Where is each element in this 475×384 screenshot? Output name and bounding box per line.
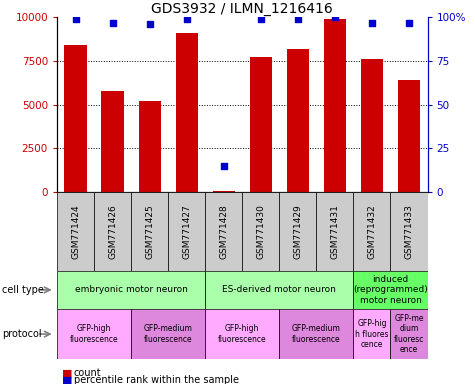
Point xyxy=(183,16,190,22)
Text: ■: ■ xyxy=(62,368,72,378)
Text: GFP-medium
fluorescence: GFP-medium fluorescence xyxy=(292,324,341,344)
Text: cell type: cell type xyxy=(2,285,44,295)
Point xyxy=(146,21,153,27)
Bar xyxy=(250,58,272,192)
Point xyxy=(405,20,413,26)
Text: count: count xyxy=(74,368,101,378)
Bar xyxy=(131,309,205,359)
Bar xyxy=(390,309,428,359)
Point xyxy=(257,16,265,22)
Bar xyxy=(131,192,168,271)
Point xyxy=(368,20,376,26)
Text: GSM771430: GSM771430 xyxy=(256,204,265,259)
Bar xyxy=(205,271,353,309)
Point xyxy=(294,16,302,22)
Text: GSM771425: GSM771425 xyxy=(145,204,154,259)
Bar xyxy=(353,192,390,271)
Text: GSM771427: GSM771427 xyxy=(182,204,191,259)
Text: GSM771424: GSM771424 xyxy=(71,204,80,259)
Text: GSM771429: GSM771429 xyxy=(294,204,302,259)
Bar xyxy=(205,309,279,359)
Text: GSM771426: GSM771426 xyxy=(108,204,117,259)
Bar xyxy=(139,101,161,192)
Text: GSM771433: GSM771433 xyxy=(405,204,413,259)
Title: GDS3932 / ILMN_1216416: GDS3932 / ILMN_1216416 xyxy=(152,2,333,16)
Bar xyxy=(353,309,390,359)
Bar xyxy=(57,192,94,271)
Bar xyxy=(57,271,205,309)
Text: ■: ■ xyxy=(62,375,72,384)
Bar xyxy=(390,192,428,271)
Point xyxy=(72,16,79,22)
Text: GFP-high
fluorescence: GFP-high fluorescence xyxy=(218,324,266,344)
Point xyxy=(109,20,116,26)
Text: GFP-hig
h fluores
cence: GFP-hig h fluores cence xyxy=(355,319,389,349)
Text: embryonic motor neuron: embryonic motor neuron xyxy=(75,285,188,295)
Bar xyxy=(353,271,428,309)
Bar xyxy=(57,309,131,359)
Point xyxy=(220,163,228,169)
Text: GFP-me
dium
fluoresc
ence: GFP-me dium fluoresc ence xyxy=(394,314,424,354)
Text: GSM771431: GSM771431 xyxy=(331,204,339,259)
Text: GFP-high
fluorescence: GFP-high fluorescence xyxy=(70,324,118,344)
Text: GSM771428: GSM771428 xyxy=(219,204,228,259)
Bar xyxy=(213,191,235,192)
Bar xyxy=(205,192,242,271)
Bar xyxy=(168,192,205,271)
Bar xyxy=(287,49,309,192)
Bar xyxy=(279,309,353,359)
Point xyxy=(331,14,339,20)
Bar xyxy=(361,59,383,192)
Bar xyxy=(324,19,346,192)
Text: induced
(reprogrammed)
motor neuron: induced (reprogrammed) motor neuron xyxy=(353,275,428,305)
Text: GSM771432: GSM771432 xyxy=(368,204,376,259)
Bar xyxy=(398,80,420,192)
Text: ES-derived motor neuron: ES-derived motor neuron xyxy=(222,285,336,295)
Bar xyxy=(279,192,316,271)
Bar xyxy=(242,192,279,271)
Bar xyxy=(316,192,353,271)
Bar xyxy=(102,91,124,192)
Text: percentile rank within the sample: percentile rank within the sample xyxy=(74,375,238,384)
Bar xyxy=(176,33,198,192)
Bar xyxy=(65,45,86,192)
Text: protocol: protocol xyxy=(2,329,42,339)
Bar xyxy=(94,192,131,271)
Text: GFP-medium
fluorescence: GFP-medium fluorescence xyxy=(144,324,192,344)
